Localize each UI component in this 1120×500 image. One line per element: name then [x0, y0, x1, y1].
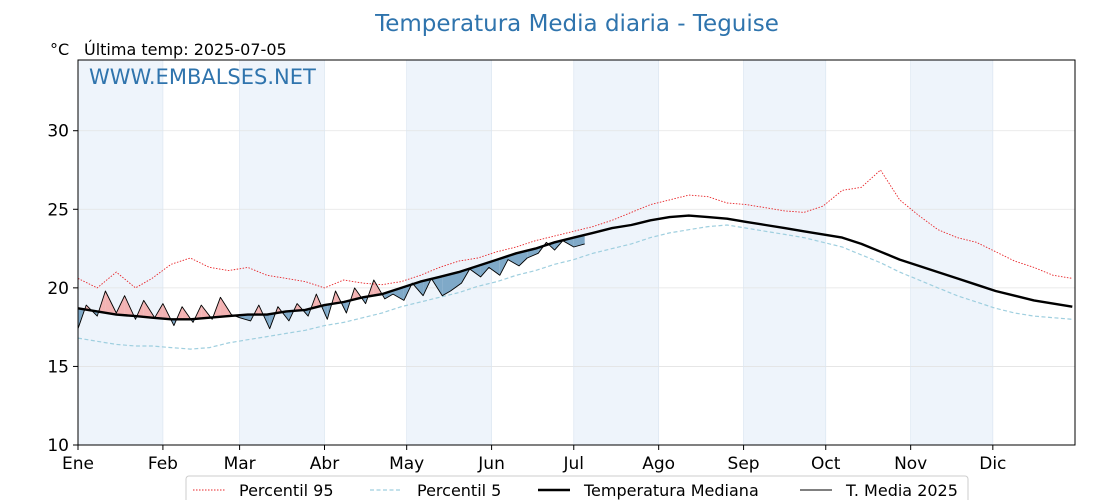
- x-tick-label: Ago: [642, 454, 675, 474]
- y-tick-label: 20: [47, 279, 69, 299]
- x-axis: Ene Feb Mar Abr May Jun Jul Ago Sep Oct Nov Dic: [62, 445, 1006, 474]
- x-tick-label: Sep: [728, 454, 760, 474]
- month-band: [743, 60, 826, 445]
- y-tick-label: 30: [47, 122, 69, 142]
- legend-label-p95: Percentil 95: [239, 481, 334, 500]
- x-tick-label: Nov: [894, 454, 927, 474]
- legend: Percentil 95 Percentil 5 Temperatura Med…: [185, 475, 969, 500]
- fill-below-median: [450, 271, 462, 291]
- y-axis-unit: °C: [50, 40, 69, 59]
- month-band: [78, 60, 163, 445]
- fill-below-median: [442, 274, 451, 296]
- series-lines: [77, 169, 1073, 350]
- y-tick-label: 15: [47, 357, 69, 377]
- x-tick-label: May: [389, 454, 424, 474]
- month-band: [910, 60, 993, 445]
- fill-below-median: [480, 262, 489, 277]
- y-axis: 10 15 20 25 30: [47, 122, 78, 456]
- legend-label-median: Temperatura Mediana: [583, 481, 759, 500]
- fill-below-median: [519, 250, 528, 266]
- series-line-p5: [77, 224, 1073, 350]
- last-temp-label: Última temp: 2025-07-05: [84, 40, 287, 59]
- fill-below-median: [412, 280, 424, 296]
- watermark: WWW.EMBALSES.NET: [89, 65, 316, 89]
- plot-frame: [77, 59, 1076, 446]
- fill-below-median: [488, 258, 500, 276]
- chart-title: Temperatura Media diaria - Teguise: [374, 11, 779, 37]
- series-line-median: [77, 214, 1073, 321]
- x-tick-label: Mar: [224, 454, 256, 474]
- x-tick-label: Abr: [310, 454, 339, 474]
- y-tick-label: 10: [47, 436, 69, 456]
- x-tick-label: Jun: [477, 454, 505, 474]
- y-tick-label: 25: [47, 200, 69, 220]
- month-band: [239, 60, 325, 445]
- x-tick-label: Oct: [811, 454, 841, 474]
- series-line-2025: [77, 240, 585, 330]
- x-tick-label: Jul: [563, 454, 585, 474]
- legend-box: [185, 475, 969, 500]
- month-band: [573, 60, 659, 445]
- legend-label-2025: T. Media 2025: [845, 481, 958, 500]
- month-band: [406, 60, 492, 445]
- x-tick-label: Dic: [979, 454, 1006, 474]
- month-bands: [78, 60, 993, 445]
- x-tick-label: Feb: [148, 454, 178, 474]
- legend-label-p5: Percentil 5: [417, 481, 501, 500]
- x-tick-label: Ene: [62, 454, 94, 474]
